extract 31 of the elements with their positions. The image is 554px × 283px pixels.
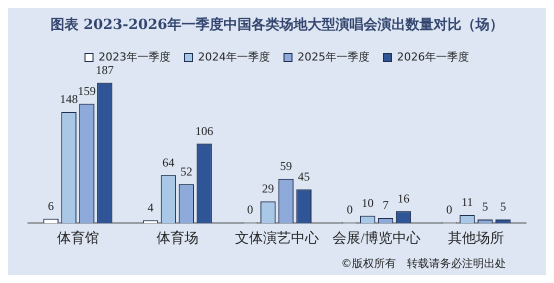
data-label: 16 — [397, 191, 410, 206]
data-label: 187 — [96, 62, 114, 77]
legend-label: 2026年一季度 — [396, 50, 469, 64]
data-label: 0 — [247, 202, 254, 216]
data-label: 6 — [48, 198, 54, 213]
text: ©版权所有 转载请务必注明出处 — [341, 256, 506, 271]
legend-label: 2025年一季度 — [298, 50, 370, 64]
data-label: 7 — [382, 198, 389, 212]
data-label: 52 — [180, 164, 192, 178]
data-label: 4 — [148, 200, 154, 214]
data-label: 45 — [298, 170, 310, 184]
chart-title: 图表 2023-2026年一季度中国各类场地大型演唱会演出数量对比（场） — [50, 16, 504, 34]
data-label: 0 — [446, 202, 452, 216]
x-tick-label: 其他场所 — [448, 230, 504, 246]
x-tick-label: 体育馆 — [56, 229, 99, 246]
data-label: 64 — [162, 155, 174, 170]
data-label: 148 — [60, 92, 78, 106]
x-tick-label: 文体演艺中心 — [235, 230, 319, 246]
data-label: 10 — [362, 196, 374, 210]
data-label: 29 — [262, 182, 274, 196]
data-label: 106 — [195, 124, 214, 138]
data-label: 11 — [461, 195, 474, 210]
data-label: 59 — [280, 159, 292, 174]
data-label: 5 — [500, 200, 506, 214]
legend-label: 2024年一季度 — [198, 50, 270, 64]
x-tick-label: 会展/博览中心 — [332, 230, 421, 246]
data-label: 0 — [346, 202, 353, 216]
x-tick-label: 体育场 — [156, 229, 198, 246]
legend-label: 2023年一季度 — [98, 50, 171, 64]
data-label: 5 — [482, 200, 488, 214]
data-label: 159 — [78, 84, 96, 98]
